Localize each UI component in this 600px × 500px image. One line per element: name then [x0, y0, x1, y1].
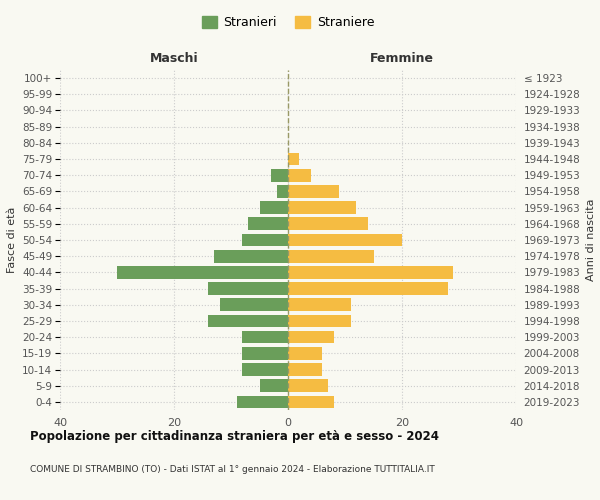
Bar — [288, 396, 334, 408]
Bar — [288, 218, 368, 230]
Bar — [288, 250, 373, 262]
Bar — [242, 363, 288, 376]
Bar — [214, 250, 288, 262]
Bar — [288, 298, 350, 311]
Bar — [242, 331, 288, 344]
Bar — [117, 266, 288, 278]
Bar — [288, 152, 299, 166]
Bar — [288, 202, 356, 214]
Bar — [277, 185, 288, 198]
Y-axis label: Anni di nascita: Anni di nascita — [586, 198, 596, 281]
Bar — [271, 169, 288, 181]
Bar — [288, 363, 322, 376]
Bar — [242, 347, 288, 360]
Text: COMUNE DI STRAMBINO (TO) - Dati ISTAT al 1° gennaio 2024 - Elaborazione TUTTITAL: COMUNE DI STRAMBINO (TO) - Dati ISTAT al… — [30, 465, 435, 474]
Bar — [288, 266, 454, 278]
Bar — [236, 396, 288, 408]
Text: Maschi: Maschi — [149, 52, 199, 65]
Bar — [242, 234, 288, 246]
Bar — [288, 314, 350, 328]
Bar — [288, 380, 328, 392]
Y-axis label: Fasce di età: Fasce di età — [7, 207, 17, 273]
Bar — [260, 202, 288, 214]
Bar — [288, 347, 322, 360]
Bar — [220, 298, 288, 311]
Bar — [288, 185, 340, 198]
Bar — [288, 234, 402, 246]
Bar — [248, 218, 288, 230]
Bar — [208, 314, 288, 328]
Bar — [208, 282, 288, 295]
Bar — [288, 282, 448, 295]
Text: Femmine: Femmine — [370, 52, 434, 65]
Bar — [260, 380, 288, 392]
Legend: Stranieri, Straniere: Stranieri, Straniere — [197, 11, 379, 34]
Bar — [288, 169, 311, 181]
Bar — [288, 331, 334, 344]
Text: Popolazione per cittadinanza straniera per età e sesso - 2024: Popolazione per cittadinanza straniera p… — [30, 430, 439, 443]
